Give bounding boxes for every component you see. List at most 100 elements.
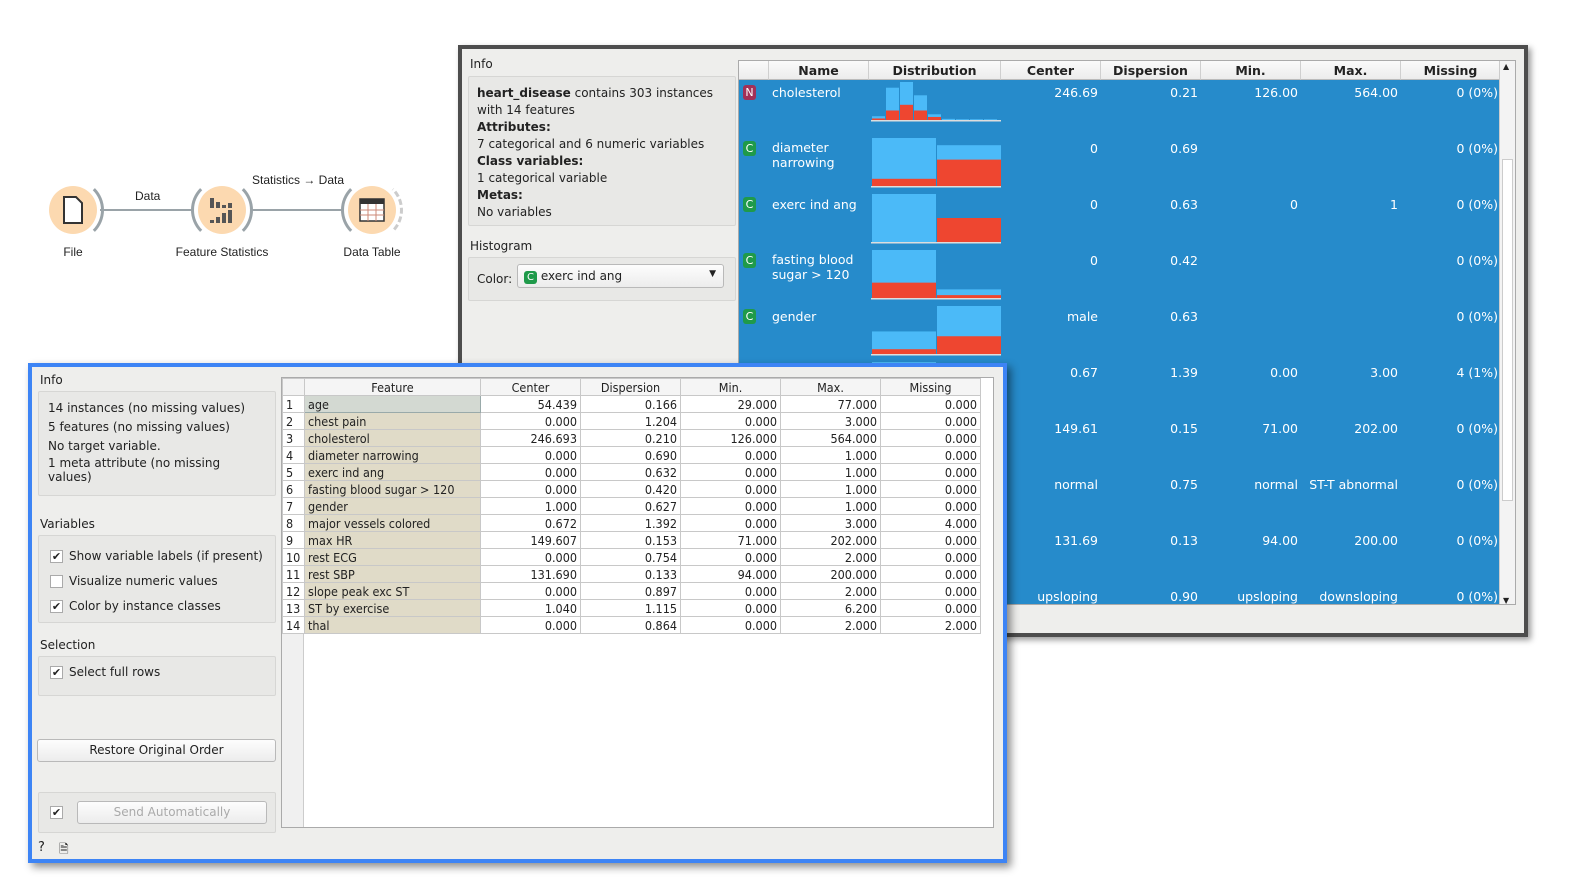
column-header[interactable]: Name (769, 61, 869, 80)
checkbox-icon[interactable] (50, 575, 63, 588)
table-row[interactable]: normal 0.75 normal ST-T abnormal 0 (0%) (739, 472, 1501, 528)
histogram-bar-class (928, 116, 941, 120)
cell-feature: fasting blood sugar > 120 (304, 480, 481, 498)
distribution-histogram (871, 250, 1001, 300)
cell-dispersion: 1.39 (1170, 365, 1198, 380)
column-header[interactable]: Max. (1301, 61, 1401, 80)
send-automatically-button[interactable]: Send Automatically (77, 801, 267, 824)
row-number[interactable]: 6 (282, 480, 305, 498)
table-row[interactable]: 10 rest ECG 0.000 0.754 0.000 2.000 0.000 (282, 548, 981, 566)
column-header[interactable]: Min. (680, 378, 781, 396)
variable-name: cholesterol (772, 85, 841, 100)
color-dropdown[interactable]: C exerc ind ang ▼ (517, 264, 724, 288)
column-header[interactable]: Dispersion (580, 378, 681, 396)
cell-value: 1.000 (780, 463, 881, 481)
vertical-scrollbar[interactable]: ▲ ▼ (1499, 61, 1515, 605)
row-number[interactable]: 5 (282, 463, 305, 481)
cell-value: 149.607 (480, 531, 581, 549)
table-row[interactable]: 149.61 0.15 71.00 202.00 0 (0%) (739, 416, 1501, 472)
checkbox-icon[interactable]: ✔ (50, 600, 63, 613)
checkbox-show-labels[interactable]: ✔ Show variable labels (if present) (50, 544, 264, 569)
cell-max: ST-T abnormal (1309, 477, 1398, 492)
table-row[interactable]: upsloping 0.90 upsloping downsloping 0 (0%) (739, 584, 1501, 604)
variable-name: gender (772, 309, 817, 324)
node-data-table[interactable] (348, 186, 396, 234)
checkbox-icon[interactable]: ✔ (50, 666, 63, 679)
table-row[interactable]: 4 diameter narrowing 0.000 0.690 0.000 1.000 0… (282, 446, 981, 464)
send-box: ✔ Send Automatically (38, 792, 276, 833)
table-row[interactable]: 1 age 54.439 0.166 29.000 77.000 0.000 (282, 395, 981, 413)
column-header[interactable]: Min. (1201, 61, 1301, 80)
table-row[interactable]: 9 max HR 149.607 0.153 71.000 202.000 0.000 (282, 531, 981, 549)
row-number[interactable]: 3 (282, 429, 305, 447)
table-row[interactable]: 11 rest SBP 131.690 0.133 94.000 200.000 0.000 (282, 565, 981, 583)
row-number[interactable]: 2 (282, 412, 305, 430)
table-row[interactable]: 3 cholesterol 246.693 0.210 126.000 564.000 0.… (282, 429, 981, 447)
link-data[interactable] (100, 209, 192, 211)
column-header[interactable]: Center (1001, 61, 1101, 80)
row-number[interactable]: 7 (282, 497, 305, 515)
checkbox-visualize-numeric[interactable]: Visualize numeric values (50, 569, 264, 594)
column-header[interactable]: Max. (780, 378, 881, 396)
link-label: Data (135, 189, 161, 203)
column-header[interactable]: Center (480, 378, 581, 396)
table-row[interactable]: 7 gender 1.000 0.627 0.000 1.000 0.000 (282, 497, 981, 515)
link-statistics-data[interactable] (252, 209, 344, 211)
restore-original-order-button[interactable]: Restore Original Order (37, 739, 276, 762)
column-header[interactable]: Distribution (869, 61, 1001, 80)
table-row[interactable]: 12 slope peak exc ST 0.000 0.897 0.000 2.000 0… (282, 582, 981, 600)
auto-send-checkbox[interactable]: ✔ (50, 806, 63, 819)
checkbox-select-full-rows[interactable]: ✔ Select full rows (50, 665, 264, 679)
row-number[interactable]: 13 (282, 599, 305, 617)
cell-min: 94.00 (1262, 533, 1298, 548)
cell-center: 0 (1090, 197, 1098, 212)
info-line: 1 meta attribute (no missing values) (48, 456, 221, 484)
report-icon[interactable]: 🗎 (59, 842, 69, 856)
cell-value: 54.439 (480, 395, 581, 413)
statistics-table[interactable]: Name Distribution Center Dispersion Min. Max.… (738, 60, 1516, 605)
column-header[interactable]: Missing (880, 378, 981, 396)
table-row[interactable]: 2 chest pain 0.000 1.204 0.000 3.000 0.000 (282, 412, 981, 430)
cell-dispersion: 0.90 (1170, 589, 1198, 604)
row-number[interactable]: 4 (282, 446, 305, 464)
table-row[interactable]: 131.69 0.13 94.00 200.00 0 (0%) (739, 528, 1501, 584)
cell-value: 2.000 (780, 582, 881, 600)
scrollbar-thumb[interactable] (1502, 159, 1513, 501)
table-row[interactable]: 14 thal 0.000 0.864 0.000 2.000 2.000 (282, 616, 981, 634)
cell-value: 0.690 (580, 446, 681, 464)
checkbox-icon[interactable]: ✔ (50, 550, 63, 563)
cell-feature: chest pain (304, 412, 481, 430)
row-number[interactable]: 1 (282, 395, 305, 413)
corner[interactable] (282, 378, 305, 396)
row-number[interactable]: 14 (282, 616, 305, 634)
row-number[interactable]: 8 (282, 514, 305, 532)
node-file[interactable] (49, 186, 97, 234)
scroll-down-icon[interactable]: ▼ (1503, 596, 1510, 605)
column-header[interactable]: Dispersion (1101, 61, 1201, 80)
row-number[interactable]: 12 (282, 582, 305, 600)
cell-feature: cholesterol (304, 429, 481, 447)
metas-label: Metas: (477, 188, 523, 202)
column-header[interactable]: Feature (304, 378, 481, 396)
node-feature-statistics[interactable] (198, 186, 246, 234)
column-header-corner[interactable] (739, 61, 769, 80)
row-number[interactable]: 9 (282, 531, 305, 549)
row-number[interactable]: 10 (282, 548, 305, 566)
data-table[interactable]: Feature Center Dispersion Min. Max. Missing 1 a… (281, 377, 994, 828)
table-row[interactable]: 6 fasting blood sugar > 120 0.000 0.420 0.00… (282, 480, 981, 498)
table-row[interactable]: 13 ST by exercise 1.040 1.115 0.000 6.200 0.00… (282, 599, 981, 617)
row-number[interactable]: 11 (282, 565, 305, 583)
column-header[interactable]: Missing (1401, 61, 1501, 80)
cell-value: 0.000 (680, 599, 781, 617)
help-icon[interactable]: ? (38, 840, 45, 855)
data-table-window: Info 14 instances (no missing values) 5 … (28, 363, 1007, 863)
checkbox-color-by-class[interactable]: ✔ Color by instance classes (50, 594, 264, 619)
scroll-up-icon[interactable]: ▲ (1503, 62, 1510, 71)
table-row[interactable]: 5 exerc ind ang 0.000 0.632 0.000 1.000 0.000 (282, 463, 981, 481)
table-row[interactable]: 8 major vessels colored 0.672 1.392 0.000 3.0… (282, 514, 981, 532)
